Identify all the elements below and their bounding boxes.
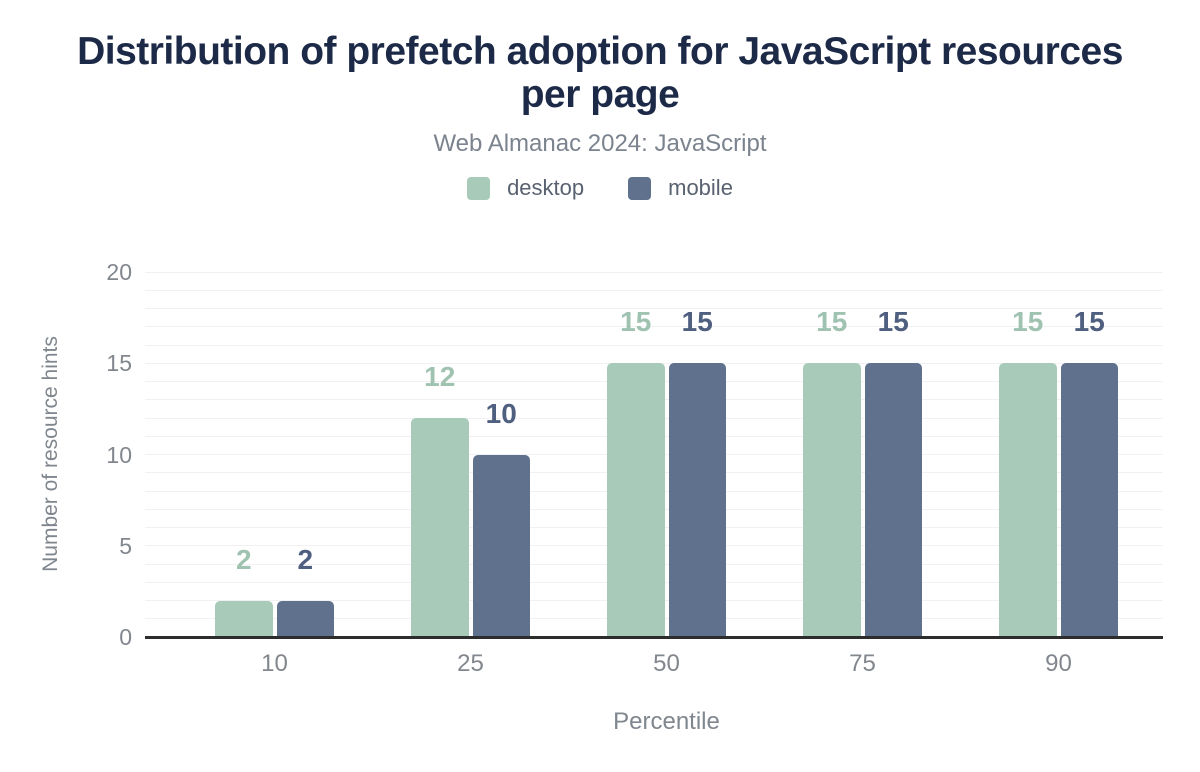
x-tick-label: 90 (1045, 650, 1072, 677)
y-tick-label: 20 (106, 259, 132, 285)
bar-group-90: 15 15 (999, 307, 1118, 637)
bar-col-mobile-10: 2 (276, 543, 334, 637)
bar-desktop-75 (803, 363, 861, 637)
legend-swatch-desktop (467, 176, 491, 200)
chart-title: Distribution of prefetch adoption for Ja… (77, 30, 1123, 116)
bar-col-desktop-75: 15 (803, 307, 861, 637)
legend-item-mobile: mobile (628, 175, 733, 201)
bar-mobile-10 (276, 600, 334, 637)
x-axis-ticks: 10 25 50 75 90 (215, 650, 1118, 678)
x-tick-label: 10 (261, 650, 288, 677)
y-axis-ticks: 0 5 10 15 20 (0, 30, 132, 772)
legend-label: desktop (507, 175, 585, 200)
x-axis-title: Percentile (613, 708, 720, 735)
bar-col-mobile-50: 15 (668, 306, 726, 637)
x-tick-label: 50 (653, 650, 680, 677)
gridline (145, 271, 1163, 273)
legend-label: mobile (668, 175, 733, 200)
bar-col-mobile-75: 15 (864, 306, 922, 637)
bar-col-desktop-25: 12 (411, 362, 469, 637)
bar-value-label: 10 (485, 397, 517, 429)
bar-col-desktop-90: 15 (999, 307, 1057, 637)
x-tick-label: 25 (457, 650, 484, 677)
bar-value-label: 15 (1073, 306, 1105, 338)
gridline (145, 344, 1163, 346)
bar-desktop-90 (999, 363, 1057, 637)
gridline (145, 326, 1163, 328)
bar-mobile-25 (472, 454, 530, 637)
bar-col-desktop-50: 15 (607, 307, 665, 637)
bar-mobile-50 (668, 363, 726, 637)
bar-col-mobile-25: 10 (472, 397, 530, 637)
bar-group-75: 15 15 (803, 307, 922, 637)
bar-value-label: 15 (877, 306, 909, 338)
bar-col-mobile-90: 15 (1060, 306, 1118, 637)
bar-mobile-75 (864, 363, 922, 637)
y-tick-label: 0 (119, 624, 132, 650)
bar-mobile-90 (1060, 363, 1118, 637)
x-axis-line (145, 636, 1163, 639)
bar-value-label: 15 (620, 306, 652, 338)
legend-swatch-mobile (628, 176, 652, 200)
bars-row: 2 2 12 10 15 15 15 15 15 15 (215, 272, 1118, 637)
bar-desktop-25 (411, 418, 469, 637)
bar-value-label: 15 (1012, 306, 1044, 338)
y-tick-label: 5 (119, 532, 132, 559)
legend: desktop mobile (0, 175, 1200, 201)
gridline (145, 289, 1163, 291)
bar-group-50: 15 15 (607, 307, 726, 637)
bar-col-desktop-10: 2 (215, 543, 273, 637)
gridline (145, 308, 1163, 309)
bar-desktop-10 (215, 600, 273, 637)
x-tick-label: 75 (849, 650, 876, 677)
chart-subtitle: Web Almanac 2024: JavaScript (433, 130, 767, 157)
plot-area: 2 2 12 10 15 15 15 15 15 15 (145, 271, 1163, 639)
bar-value-label: 2 (297, 543, 314, 575)
y-tick-label: 15 (106, 350, 132, 377)
legend-item-desktop: desktop (467, 175, 584, 201)
bar-group-25: 12 10 (411, 362, 530, 637)
bar-value-label: 2 (235, 543, 252, 575)
bar-desktop-50 (607, 363, 665, 637)
bar-value-label: 15 (681, 306, 713, 338)
bar-value-label: 15 (816, 306, 848, 338)
bar-value-label: 12 (424, 361, 456, 392)
chart-root: Distribution of prefetch adoption for Ja… (0, 30, 1200, 772)
y-tick-label: 10 (106, 441, 132, 468)
